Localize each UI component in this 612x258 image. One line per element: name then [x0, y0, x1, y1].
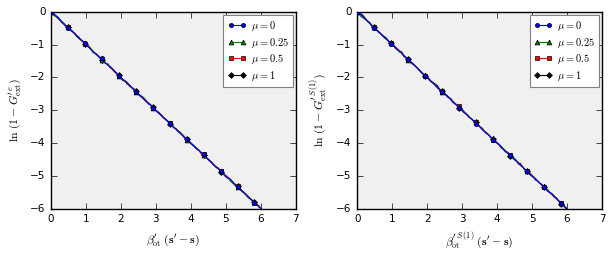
$\mu = 0$ — [155, 111, 163, 115]
$\mu = 0.5$ — [461, 111, 469, 115]
$\mu = 0.25$ — [553, 197, 560, 200]
Legend: $\mu = 0$, $\mu = 0.25$, $\mu = 0.5$, $\mu = 1$: $\mu = 0$, $\mu = 0.25$, $\mu = 0.5$, $\… — [223, 15, 293, 87]
$\mu = 0.5$ — [479, 126, 486, 129]
$\mu = 0$ — [461, 112, 469, 115]
$\mu = 0$ — [247, 197, 254, 200]
$\mu = 0.25$ — [240, 191, 247, 194]
$\mu = 0.5$ — [47, 10, 54, 13]
$\mu = 0.5$ — [553, 197, 560, 200]
$\mu = 1$ — [155, 112, 163, 115]
$\mu = 0$ — [96, 56, 103, 59]
Line: $\mu = 1$: $\mu = 1$ — [355, 10, 569, 211]
Legend: $\mu = 0$, $\mu = 0.25$, $\mu = 0.5$, $\mu = 1$: $\mu = 0$, $\mu = 0.25$, $\mu = 0.5$, $\… — [530, 15, 599, 87]
$\mu = 0$ — [257, 207, 264, 210]
$\mu = 0.25$ — [173, 128, 180, 131]
$\mu = 0$ — [479, 128, 486, 131]
$\mu = 0.25$ — [461, 112, 469, 115]
$\mu = 0$ — [564, 208, 571, 212]
$\mu = 0.25$ — [47, 10, 54, 13]
Line: $\mu = 0.25$: $\mu = 0.25$ — [48, 9, 263, 211]
Line: $\mu = 0.25$: $\mu = 0.25$ — [355, 9, 570, 210]
$\mu = 0.5$ — [547, 192, 554, 195]
Line: $\mu = 0$: $\mu = 0$ — [49, 10, 263, 211]
$\mu = 0.5$ — [240, 191, 247, 195]
$\mu = 0$ — [394, 49, 401, 52]
$\mu = 0$ — [88, 48, 95, 51]
$\mu = 0$ — [547, 191, 554, 194]
$\mu = 0.5$ — [155, 112, 163, 115]
$\mu = 0$ — [47, 10, 54, 13]
$\mu = 1$ — [240, 191, 247, 195]
$\mu = 0.5$ — [354, 10, 361, 13]
$\mu = 1$ — [47, 10, 54, 13]
$\mu = 0.5$ — [173, 127, 180, 130]
$\mu = 1$ — [173, 127, 180, 130]
$\mu = 0.25$ — [155, 111, 163, 114]
$\mu = 0.25$ — [479, 128, 486, 131]
$\mu = 0.25$ — [394, 48, 401, 51]
$\mu = 0.25$ — [354, 10, 361, 13]
$\mu = 0$ — [402, 56, 409, 59]
$\mu = 1$ — [88, 48, 95, 51]
$\mu = 0$ — [553, 196, 560, 199]
$\mu = 1$ — [461, 112, 469, 115]
Line: $\mu = 0$: $\mu = 0$ — [355, 10, 569, 212]
$\mu = 0.25$ — [402, 57, 409, 60]
$\mu = 1$ — [394, 47, 401, 51]
$\mu = 1$ — [553, 197, 560, 200]
$\mu = 0.5$ — [257, 207, 264, 210]
$\mu = 1$ — [354, 10, 361, 13]
$\mu = 0.5$ — [394, 47, 401, 50]
Line: $\mu = 1$: $\mu = 1$ — [49, 10, 263, 210]
$\mu = 0.25$ — [547, 191, 554, 194]
Line: $\mu = 0.5$: $\mu = 0.5$ — [355, 10, 569, 211]
$\mu = 0.25$ — [88, 47, 95, 51]
$\mu = 0.5$ — [247, 197, 254, 200]
$\mu = 1$ — [547, 191, 554, 194]
$\mu = 0.5$ — [88, 48, 95, 51]
$\mu = 0.5$ — [564, 207, 571, 210]
X-axis label: $\beta_{\mathrm{ot}}^{\prime\,S\,(1)}\;(\mathbf{s}^{\prime}-\mathbf{s})$: $\beta_{\mathrm{ot}}^{\prime\,S\,(1)}\;(… — [446, 231, 513, 251]
$\mu = 0.5$ — [402, 56, 409, 59]
$\mu = 1$ — [96, 56, 103, 59]
$\mu = 1$ — [247, 197, 254, 200]
$\mu = 0$ — [354, 10, 361, 13]
Line: $\mu = 0.5$: $\mu = 0.5$ — [49, 10, 263, 211]
$\mu = 0$ — [240, 191, 247, 194]
X-axis label: $\beta_{\mathrm{ot}}^{\prime}\;(\mathbf{s}^{\prime}-\mathbf{s})$: $\beta_{\mathrm{ot}}^{\prime}\;(\mathbf{… — [146, 231, 200, 248]
$\mu = 0$ — [173, 128, 180, 131]
$\mu = 1$ — [479, 128, 486, 131]
Y-axis label: $\ln\,(1-G_{\mathrm{ext}}^{\prime\,S\,(1)})$: $\ln\,(1-G_{\mathrm{ext}}^{\prime\,S\,(1… — [309, 73, 329, 147]
$\mu = 1$ — [257, 207, 264, 210]
$\mu = 0.25$ — [257, 206, 264, 209]
$\mu = 0.25$ — [564, 206, 571, 209]
$\mu = 0.25$ — [247, 197, 254, 200]
$\mu = 1$ — [402, 56, 409, 59]
$\mu = 0.25$ — [96, 55, 103, 58]
$\mu = 0.5$ — [96, 56, 103, 59]
Y-axis label: $\ln\,(1-G_{\mathrm{ext}}^{\prime\,e})$: $\ln\,(1-G_{\mathrm{ext}}^{\prime\,e})$ — [7, 78, 23, 142]
$\mu = 1$ — [564, 208, 571, 211]
